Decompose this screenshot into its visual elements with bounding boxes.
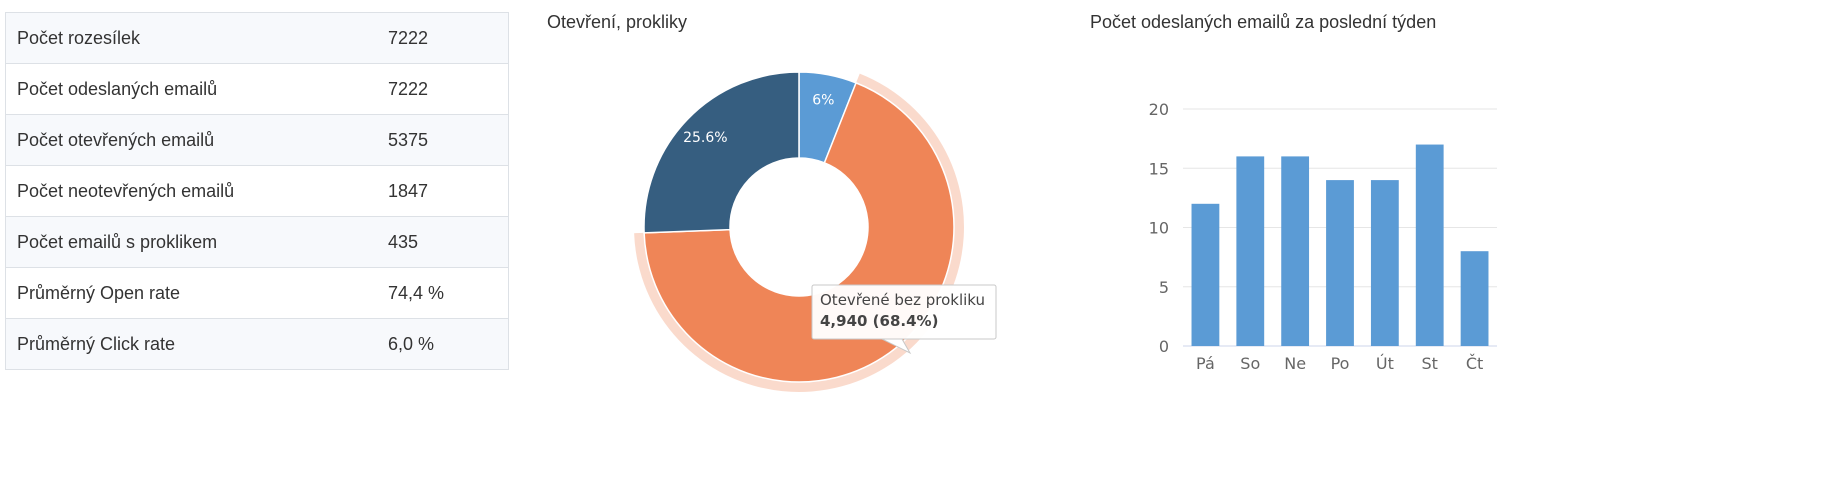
pie-data-label: 6% bbox=[812, 92, 834, 108]
stats-table: Počet rozesílek 7222 Počet odeslaných emai… bbox=[5, 12, 509, 370]
stats-row: Počet otevřených emailů 5375 bbox=[6, 115, 508, 166]
stats-value: 6,0 % bbox=[388, 333, 435, 354]
stats-value: 74,4 % bbox=[388, 282, 445, 303]
bar[interactable] bbox=[1370, 180, 1399, 346]
bar[interactable] bbox=[1191, 203, 1220, 346]
stats-value: 7222 bbox=[388, 27, 429, 48]
stats-row: Počet rozesílek 7222 bbox=[6, 13, 508, 64]
bar[interactable] bbox=[1236, 156, 1265, 346]
stats-label: Počet emailů s proklikem bbox=[17, 231, 218, 252]
stats-label: Průměrný Click rate bbox=[17, 333, 176, 354]
bar[interactable] bbox=[1415, 144, 1444, 346]
bar[interactable] bbox=[1326, 180, 1354, 346]
y-tick-label: 10 bbox=[1149, 219, 1169, 238]
pie-slice[interactable] bbox=[643, 71, 800, 234]
bar-chart: 0 5 10 15 20 Pá So Ne Po Út St Čt bbox=[1149, 100, 1497, 373]
stats-value: 1847 bbox=[388, 180, 429, 201]
stats-label: Průměrný Open rate bbox=[17, 282, 181, 303]
bar[interactable] bbox=[1281, 156, 1310, 346]
tooltip-series-name: Otevřené bez prokliku bbox=[820, 291, 985, 309]
x-tick-label: Pá bbox=[1196, 354, 1215, 373]
y-tick-label: 20 bbox=[1149, 100, 1169, 119]
pie-chart: 6% 25.6% Otevřené bez prokliku 4,940 (68.4%… bbox=[634, 71, 997, 393]
bar-chart-title: Počet odeslaných emailů za poslední týde… bbox=[1090, 12, 1437, 32]
stats-value: 7222 bbox=[388, 78, 429, 99]
x-tick-label: Čt bbox=[1466, 354, 1483, 373]
stats-row: Počet emailů s proklikem 435 bbox=[6, 217, 508, 268]
stats-row: Průměrný Open rate 74,4 % bbox=[6, 268, 508, 319]
y-tick-label: 15 bbox=[1149, 159, 1169, 178]
tooltip-value: 4,940 (68.4%) bbox=[820, 312, 938, 330]
stats-row: Průměrný Click rate 6,0 % bbox=[6, 319, 508, 369]
stats-value: 435 bbox=[388, 231, 419, 252]
stats-row: Počet odeslaných emailů 7222 bbox=[6, 64, 508, 115]
stats-label: Počet odeslaných emailů bbox=[17, 78, 218, 99]
stats-label: Počet neotevřených emailů bbox=[17, 180, 235, 201]
y-tick-label: 0 bbox=[1159, 337, 1169, 356]
x-tick-label: St bbox=[1421, 354, 1437, 373]
bar[interactable] bbox=[1460, 251, 1489, 346]
stats-value: 5375 bbox=[388, 129, 429, 150]
stats-label: Počet otevřených emailů bbox=[17, 129, 215, 150]
x-tick-label: So bbox=[1240, 354, 1260, 373]
pie-data-label: 25.6% bbox=[683, 130, 727, 146]
pie-chart-title: Otevření, prokliky bbox=[547, 12, 688, 32]
stats-label: Počet rozesílek bbox=[17, 27, 141, 48]
pie-tooltip: Otevřené bez prokliku 4,940 (68.4%) bbox=[811, 284, 997, 355]
x-tick-label: Út bbox=[1376, 354, 1394, 373]
x-tick-label: Po bbox=[1331, 354, 1350, 373]
x-tick-label: Ne bbox=[1284, 354, 1306, 373]
stats-row: Počet neotevřených emailů 1847 bbox=[6, 166, 508, 217]
y-tick-label: 5 bbox=[1159, 278, 1169, 297]
